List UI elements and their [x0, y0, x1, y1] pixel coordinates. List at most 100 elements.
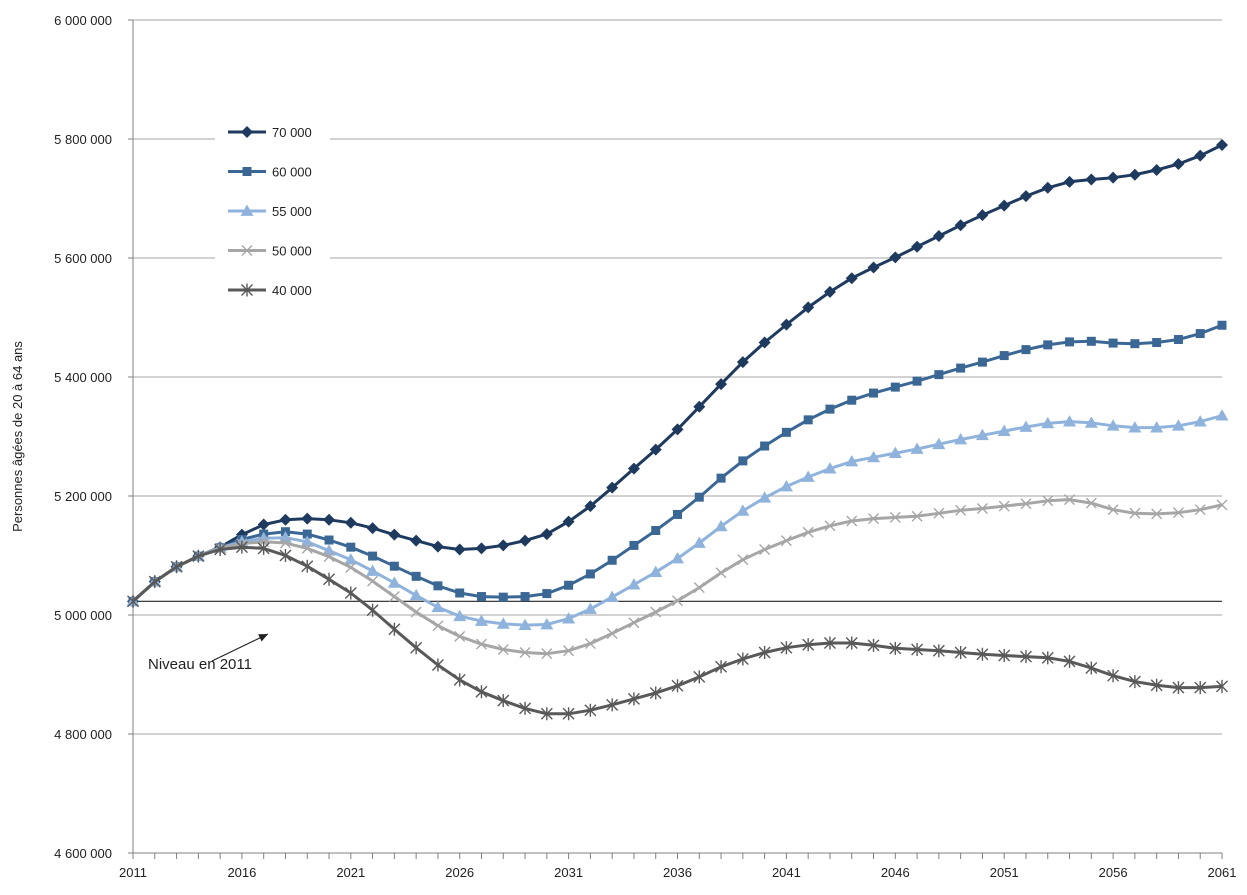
data-point — [956, 363, 966, 373]
data-point — [759, 544, 771, 556]
data-point — [1043, 340, 1053, 350]
data-point — [388, 528, 401, 541]
data-point — [411, 571, 421, 581]
x-tick-label: 2056 — [1099, 865, 1128, 880]
data-point — [1215, 409, 1229, 421]
data-point — [519, 701, 532, 715]
data-point — [1172, 681, 1185, 695]
data-point — [1150, 421, 1164, 433]
y-axis-title: Personnes âgées de 20 à 64 ans — [10, 341, 25, 532]
data-point — [1041, 181, 1054, 194]
data-point — [912, 376, 922, 386]
data-point — [1194, 681, 1207, 695]
data-point — [803, 415, 813, 425]
x-tick-label: 2061 — [1208, 865, 1237, 880]
data-point — [1019, 650, 1032, 664]
data-point — [454, 630, 466, 642]
data-point — [911, 240, 924, 253]
data-point — [911, 643, 924, 657]
data-point — [714, 519, 728, 532]
data-point — [932, 229, 945, 242]
data-point — [845, 272, 858, 285]
data-point — [649, 686, 662, 700]
legend-label: 60 000 — [272, 165, 312, 180]
data-point — [455, 588, 465, 598]
data-point — [998, 199, 1011, 212]
data-point — [476, 592, 486, 602]
data-point — [975, 428, 989, 441]
y-tick-label: 5 000 000 — [54, 608, 112, 623]
data-point — [758, 491, 772, 503]
data-point — [606, 698, 619, 712]
data-point — [627, 462, 640, 475]
data-point — [889, 641, 902, 655]
data-point — [1065, 337, 1075, 347]
legend-entry-1: 60 000 — [228, 165, 312, 180]
x-tick-label: 2031 — [554, 865, 583, 880]
data-point — [736, 504, 750, 516]
data-point — [998, 648, 1011, 662]
x-tick-label: 2051 — [990, 865, 1019, 880]
data-point — [1150, 678, 1163, 692]
data-point — [867, 638, 880, 652]
data-point — [540, 707, 553, 721]
data-point — [779, 479, 793, 492]
data-point — [148, 575, 161, 589]
data-point — [410, 606, 422, 618]
data-point — [562, 612, 576, 624]
data-point — [1107, 504, 1119, 516]
data-point — [976, 209, 989, 222]
data-point — [1063, 415, 1077, 427]
series-3 — [127, 494, 1228, 660]
data-point — [279, 537, 291, 549]
data-point — [366, 564, 380, 576]
data-point — [366, 522, 379, 535]
data-point — [433, 581, 443, 591]
data-point — [1171, 419, 1185, 431]
data-point — [954, 432, 968, 445]
data-point — [1041, 416, 1055, 429]
data-point — [1128, 421, 1142, 433]
legend-label: 70 000 — [272, 125, 312, 140]
data-point — [867, 261, 880, 274]
data-point — [977, 357, 987, 367]
data-point — [170, 560, 183, 574]
data-point — [1217, 320, 1227, 330]
data-point — [629, 540, 639, 550]
data-point — [324, 535, 334, 545]
data-point — [890, 382, 900, 392]
data-point — [824, 520, 836, 532]
data-point — [562, 515, 575, 528]
x-tick-label: 2046 — [881, 865, 910, 880]
data-point — [585, 569, 595, 579]
y-tick-label: 5 600 000 — [54, 251, 112, 266]
data-point — [736, 356, 749, 369]
data-point — [453, 673, 466, 687]
data-point — [497, 539, 510, 552]
legend-label: 50 000 — [272, 244, 312, 259]
data-point — [235, 540, 248, 554]
data-point — [1129, 507, 1141, 519]
data-point — [738, 456, 748, 466]
data-point — [497, 644, 509, 656]
data-point — [1152, 337, 1162, 347]
data-point — [671, 551, 684, 564]
data-point — [671, 679, 684, 693]
annotation-arrow-line — [211, 633, 269, 662]
data-point — [737, 554, 749, 566]
data-point — [716, 473, 726, 483]
data-point — [301, 512, 314, 525]
data-point — [498, 592, 508, 602]
data-point — [388, 622, 401, 636]
data-point — [540, 618, 554, 630]
data-point — [868, 513, 880, 525]
data-point — [607, 555, 617, 565]
data-point — [344, 553, 358, 565]
data-point — [888, 446, 902, 459]
data-point — [801, 470, 815, 482]
data-point — [474, 614, 488, 626]
data-point — [346, 542, 356, 552]
data-point — [715, 567, 727, 579]
data-point — [1085, 173, 1098, 186]
legend-label: 40 000 — [272, 283, 312, 298]
